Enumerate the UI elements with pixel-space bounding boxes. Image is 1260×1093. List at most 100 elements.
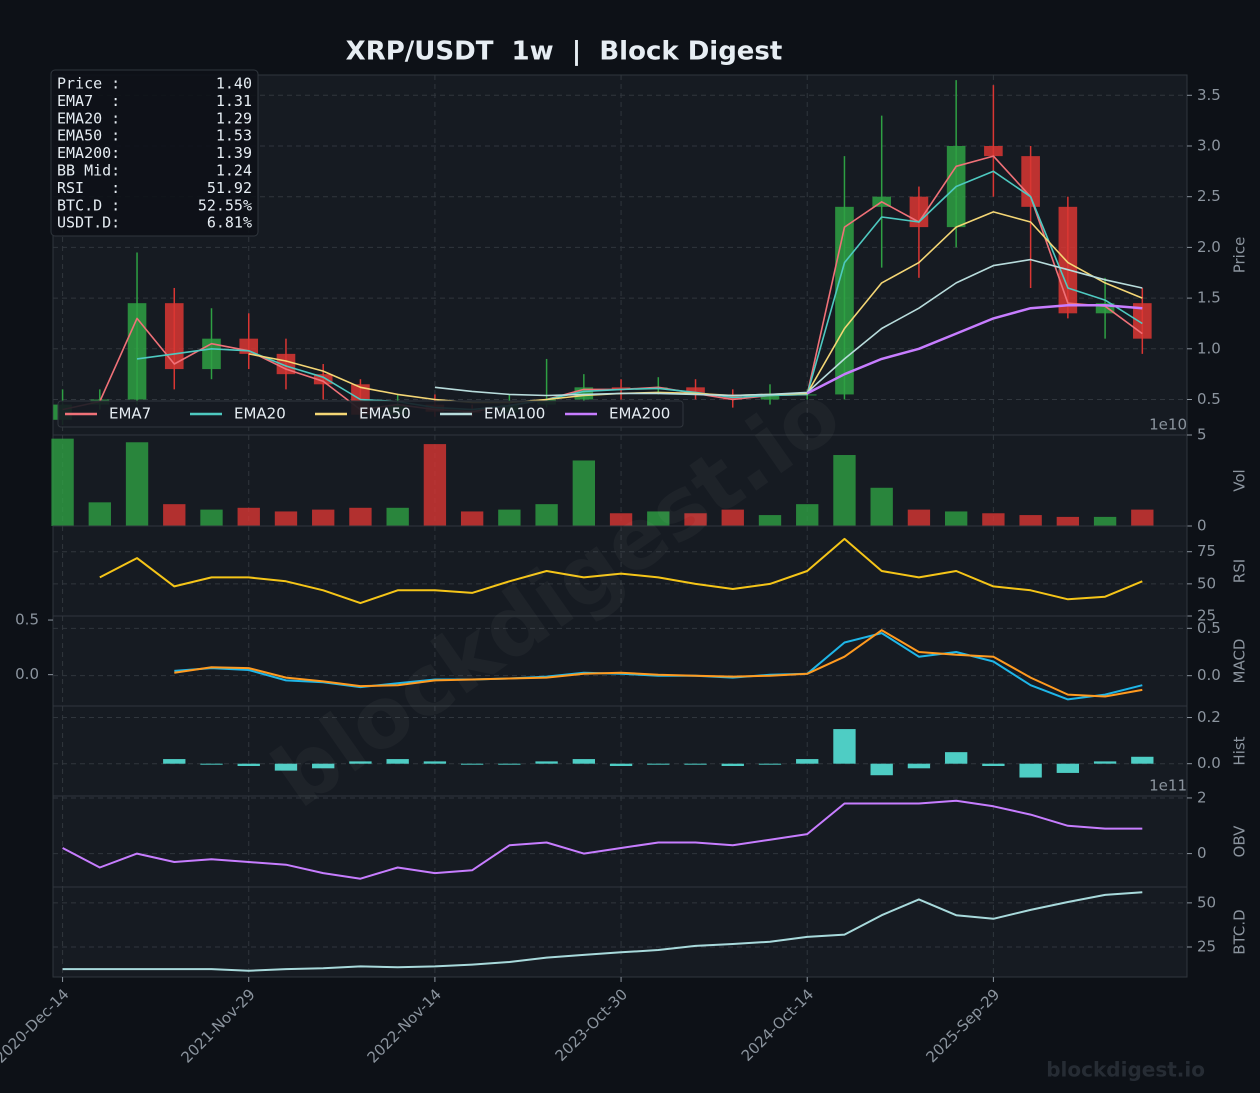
volume-bar	[609, 513, 633, 526]
candle-body	[611, 387, 631, 390]
legend-label: EMA20	[234, 405, 286, 423]
info-value: 1.24	[216, 162, 252, 180]
volume-bar	[51, 438, 74, 526]
series-line	[174, 629, 1143, 698]
y-tick-label: 2	[1197, 788, 1207, 806]
volume-bar	[274, 511, 298, 526]
hist-bar	[423, 761, 447, 764]
volume-bar	[125, 442, 149, 526]
hist-bar	[609, 763, 633, 766]
y-tick-label: 3.0	[1197, 136, 1221, 154]
info-value: 1.40	[216, 75, 252, 93]
y-axis-label: Vol	[1231, 469, 1249, 491]
hist-bar	[237, 763, 260, 766]
candle-body	[835, 206, 854, 395]
series-line	[62, 799, 1143, 880]
volume-bar	[349, 507, 372, 526]
panels: 0.5 1.0 1.5 2.0 2.5 3.0 3.5 Price EMA7 EMA20 EMA50…	[0, 69, 1249, 1067]
info-label: BTC.D :	[57, 196, 120, 214]
hist-bar	[572, 759, 596, 764]
y-tick-label: 0	[1197, 844, 1207, 862]
y-axis-label: MACD	[1231, 639, 1249, 684]
volume-bar	[758, 515, 782, 526]
volume-bar	[721, 509, 744, 526]
hist-bar	[870, 763, 893, 776]
series-line	[62, 155, 1143, 413]
y2-tick-label: 0.5	[15, 611, 39, 629]
y-axis-label: OBV	[1231, 825, 1249, 858]
info-value: 1.31	[216, 92, 252, 110]
hist-bar	[982, 763, 1005, 766]
volume-bar	[1019, 515, 1042, 526]
panel	[52, 615, 1188, 707]
hist-bar	[1093, 761, 1117, 764]
y-tick-label: 75	[1197, 542, 1216, 560]
hist-bar	[1056, 763, 1080, 773]
y-tick-label: 2.5	[1197, 187, 1221, 205]
hist-bar	[349, 761, 372, 764]
axis-offset-label: 1e10	[1149, 416, 1187, 434]
legend-label: EMA100	[484, 405, 545, 423]
panel	[52, 525, 1188, 617]
panel	[52, 795, 1188, 888]
hist-bar	[684, 763, 707, 765]
info-label: BB Mid:	[57, 162, 120, 180]
y-tick-label: 0	[1197, 517, 1207, 535]
panel	[52, 886, 1188, 978]
volume-bar	[88, 502, 111, 526]
hist-bar	[460, 763, 484, 765]
series-line	[248, 211, 1143, 404]
volume-bar	[684, 513, 707, 526]
y-tick-label: 25	[1197, 607, 1216, 625]
candle-body	[1058, 206, 1078, 314]
volume-bar	[460, 511, 484, 526]
info-value: 1.39	[216, 144, 252, 162]
candle-body	[313, 374, 333, 385]
volume-bar	[944, 511, 968, 526]
y-tick-label: 0.0	[1197, 754, 1221, 772]
y2-tick-label: 0.0	[15, 665, 39, 683]
y-tick-label: 5	[1197, 426, 1207, 444]
info-value: 6.81%	[207, 214, 252, 232]
legend-box	[57, 400, 684, 428]
series-line	[62, 891, 1143, 972]
info-label: USDT.D:	[57, 214, 120, 232]
volume-bar	[1093, 516, 1117, 526]
volume-bar	[907, 509, 931, 526]
footer-brand: blockdigest.io	[1046, 1058, 1205, 1082]
y-tick-label: 1.0	[1197, 339, 1221, 357]
candle-body	[984, 145, 1003, 157]
volume-bar	[647, 511, 670, 526]
panel	[52, 705, 1188, 797]
hist-bar	[163, 759, 186, 764]
legend-label: EMA50	[359, 405, 411, 423]
candle-body	[760, 394, 780, 400]
candle-body	[164, 303, 184, 370]
hist-bar	[498, 763, 521, 765]
info-label: EMA50 :	[57, 127, 120, 145]
hist-bar	[647, 763, 670, 765]
volume-bar	[1131, 509, 1154, 526]
series-line	[136, 170, 1143, 411]
info-label: Price :	[57, 75, 120, 93]
volume-bar	[237, 507, 260, 526]
volume-bar	[535, 504, 558, 526]
info-value: 51.92	[207, 179, 252, 197]
y-axis-label: RSI	[1231, 559, 1249, 583]
volume-bar	[200, 509, 223, 526]
hist-bar	[386, 759, 409, 764]
volume-bar	[1056, 516, 1080, 526]
hist-bar	[758, 763, 782, 765]
y-axis-label: BTC.D	[1231, 909, 1249, 954]
series-line	[434, 258, 1143, 397]
candle-body	[686, 387, 705, 395]
y-tick-label: 2.0	[1197, 238, 1221, 256]
volume-bar	[163, 504, 186, 526]
y-tick-label: 25	[1197, 938, 1216, 956]
info-label: RSI :	[57, 179, 120, 197]
hist-bar	[833, 729, 856, 764]
hist-bar	[796, 759, 819, 764]
volume-bar	[833, 455, 856, 526]
y-tick-label: 50	[1197, 893, 1216, 911]
series-line	[806, 303, 1143, 395]
